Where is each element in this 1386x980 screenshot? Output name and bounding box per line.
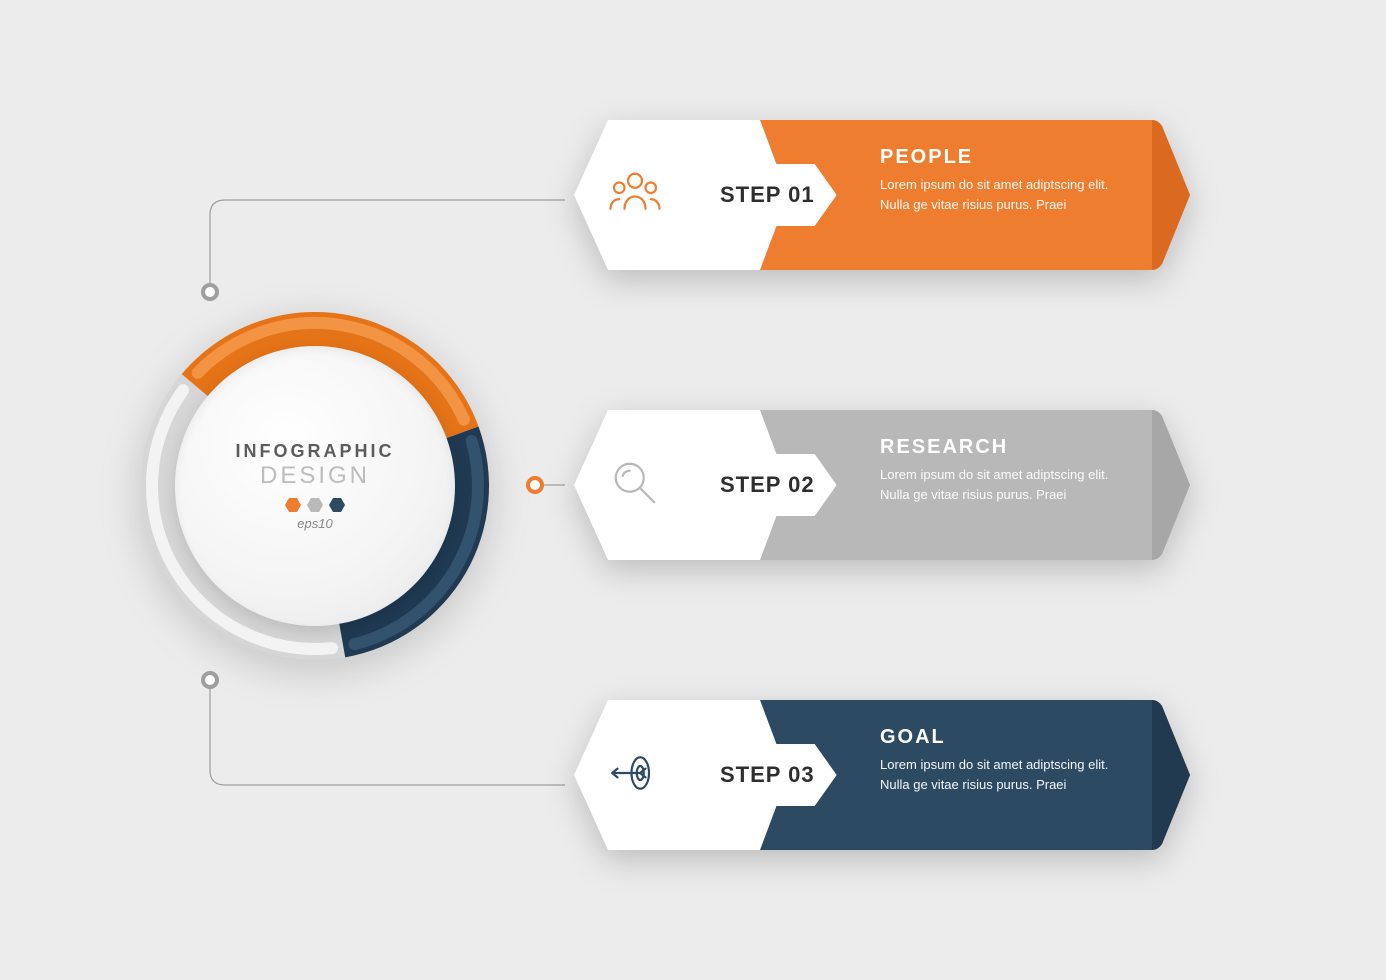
hex-row [285,498,345,512]
step-content: RESEARCH Lorem ipsum do sit amet adiptsc… [880,436,1130,504]
step-content: GOAL Lorem ipsum do sit amet adiptscing … [880,726,1130,794]
hex-bullet [307,498,323,512]
step-label-tab: STEP 03 [702,744,837,806]
step-label-text: STEP 03 [720,762,815,788]
center-disc: INFOGRAPHIC DESIGN eps10 [175,346,455,626]
people-icon [607,165,663,226]
center-title-2: DESIGN [260,462,370,490]
step-bar-2: STEP 02 RESEARCH Lorem ipsum do sit amet… [570,410,1190,560]
connector-dot [526,476,544,494]
step-title: PEOPLE [880,146,1130,169]
step-title: RESEARCH [880,436,1130,459]
hex-bullet [285,498,301,512]
step-body: Lorem ipsum do sit amet adiptscing elit.… [880,465,1130,504]
target-icon [607,745,663,806]
search-icon [607,455,663,516]
step-icon-area [570,700,700,850]
infographic-canvas: INFOGRAPHIC DESIGN eps10 STEP 01 PEOPLE [0,0,1386,980]
step-icon-area [570,410,700,560]
connector-dot [201,283,219,301]
step-title: GOAL [880,726,1130,749]
step-label-tab: STEP 01 [702,164,837,226]
step-label-text: STEP 01 [720,182,815,208]
step-body: Lorem ipsum do sit amet adiptscing elit.… [880,175,1130,214]
step-content: PEOPLE Lorem ipsum do sit amet adiptscin… [880,146,1130,214]
step-label-tab: STEP 02 [702,454,837,516]
step-label-text: STEP 02 [720,472,815,498]
step-bar-3: STEP 03 GOAL Lorem ipsum do sit amet adi… [570,700,1190,850]
center-ring: INFOGRAPHIC DESIGN eps10 [135,306,495,666]
hex-bullet [329,498,345,512]
center-subtitle: eps10 [297,516,332,531]
step-icon-area [570,120,700,270]
step-bar-1: STEP 01 PEOPLE Lorem ipsum do sit amet a… [570,120,1190,270]
step-body: Lorem ipsum do sit amet adiptscing elit.… [880,755,1130,794]
connector-dot [201,671,219,689]
center-title-1: INFOGRAPHIC [236,441,395,462]
